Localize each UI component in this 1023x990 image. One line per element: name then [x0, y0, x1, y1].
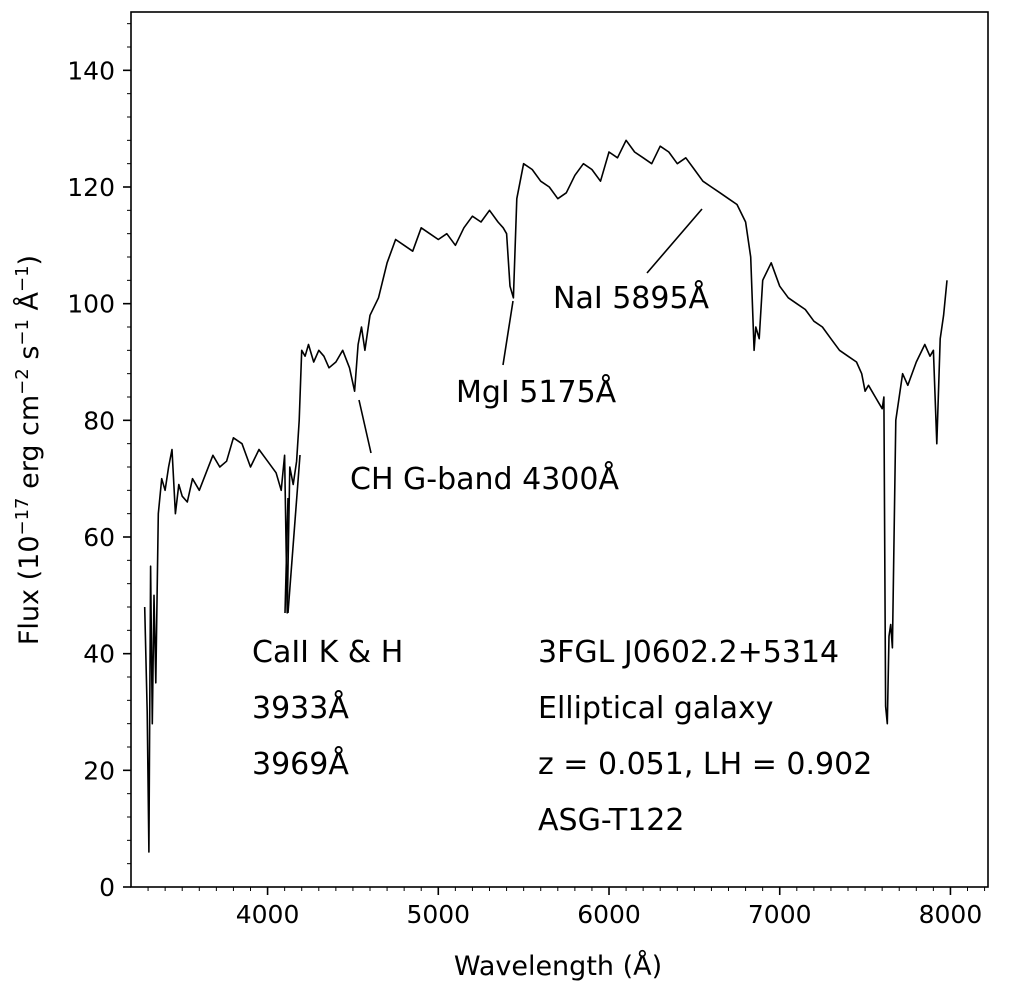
y-tick-label-0: 0: [99, 873, 115, 902]
mgi-label: MgI 5175Å: [456, 374, 617, 410]
gband-label: CH G-band 4300Å: [350, 461, 619, 497]
plot-frame: [130, 11, 989, 888]
y-axis-title-text: ): [14, 255, 45, 266]
y-tick-label-40: 40: [83, 640, 115, 669]
x-tick-label-4000: 4000: [236, 900, 300, 929]
y-tick-label-80: 80: [83, 406, 115, 435]
source-class-label: Elliptical galaxy: [538, 691, 774, 726]
source-redshift-label: z = 0.051, LH = 0.902: [538, 747, 872, 782]
minor-ticks: [127, 23, 986, 891]
y-axis-title-superscript: −1: [12, 265, 33, 292]
nai-pointer-line: [646, 208, 703, 274]
caii-pointer-line: [284, 497, 289, 614]
caii-label-line3: 3969Å: [252, 746, 349, 782]
nai-label: NaI 5895Å: [553, 280, 710, 316]
y-axis-title: Flux (10−17 erg cm−2 s−1 Å−1): [12, 255, 46, 645]
caii-label-line1: CaII K & H: [252, 635, 403, 670]
x-axis: 4000 5000 6000 7000 8000: [236, 887, 982, 929]
y-axis-title-text: Å: [13, 291, 45, 319]
x-tick-label-7000: 7000: [748, 900, 812, 929]
y-axis-title-text: Flux (10: [14, 535, 45, 645]
y-axis-title-text: erg cm: [14, 395, 45, 498]
annotation-pointers: [284, 208, 703, 614]
mgi-pointer-line: [502, 300, 514, 366]
x-tick-label-8000: 8000: [919, 900, 983, 929]
y-axis-title-superscript: −17: [12, 497, 33, 535]
source-name-label: 3FGL J0602.2+5314: [538, 635, 839, 670]
x-axis-title: Wavelength (Å): [454, 950, 662, 982]
annotations: CaII K & H 3933Å 3969Å CH G-band 4300Å M…: [252, 280, 872, 838]
y-axis: 0 20 40 60 80 100 120 140: [67, 56, 131, 902]
gband-pointer-line: [358, 399, 372, 454]
caii-pointer-line-2: [287, 454, 301, 614]
y-tick-label-60: 60: [83, 523, 115, 552]
y-tick-label-140: 140: [67, 56, 115, 85]
plot-area-border: [130, 11, 989, 888]
caii-label-line2: 3933Å: [252, 690, 349, 726]
y-tick-label-100: 100: [67, 290, 115, 319]
x-tick-label-6000: 6000: [577, 900, 641, 929]
spectrum-line: [143, 139, 948, 853]
source-id-label: ASG-T122: [538, 803, 684, 838]
y-axis-title-text: s: [14, 346, 45, 369]
y-tick-label-20: 20: [83, 756, 115, 785]
y-tick-label-120: 120: [67, 173, 115, 202]
y-axis-title-superscript: −1: [12, 319, 33, 346]
x-tick-label-5000: 5000: [406, 900, 470, 929]
y-axis-title-superscript: −2: [12, 368, 33, 395]
